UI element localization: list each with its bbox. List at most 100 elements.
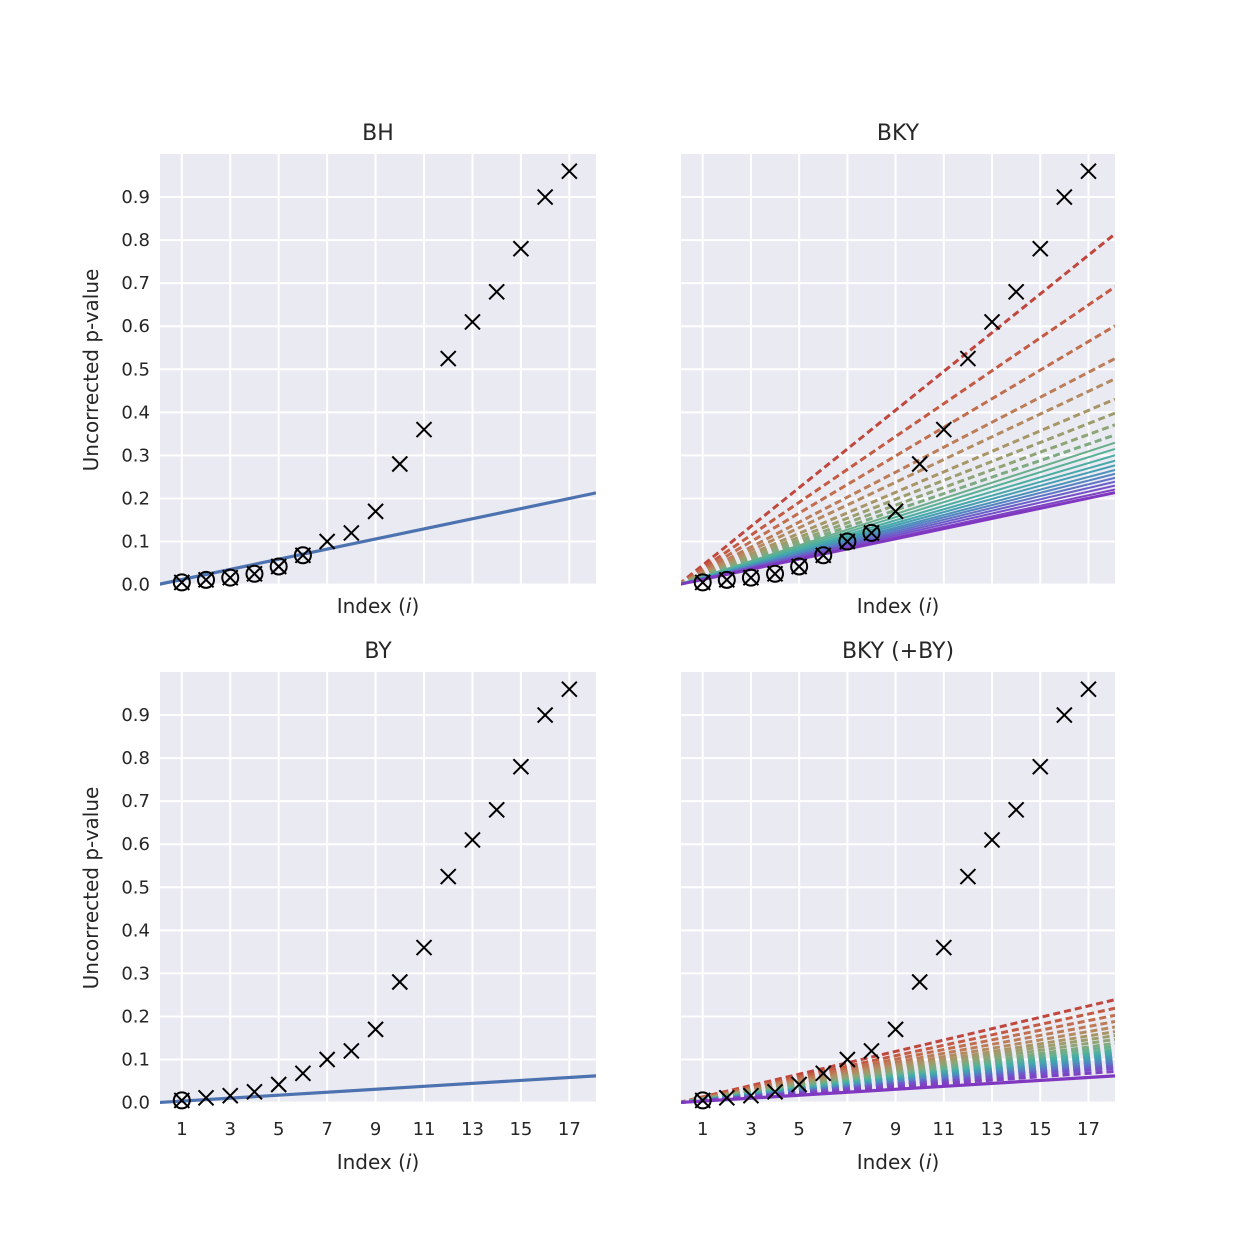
x-tick-label: 1 [697,1119,708,1140]
markers-bky-by [693,681,1097,1110]
x-axis-label-by: Index (i) [337,1150,420,1174]
significant-circle-marker [197,570,216,589]
data-point-x-marker [1080,163,1097,180]
x-marker-stroke [270,1076,287,1093]
data-point-x-marker [790,557,809,576]
y-axis-label-by: Uncorrected p-value [79,787,103,990]
x-marker-stroke [815,1065,832,1082]
data-point-x-marker [1080,681,1097,698]
data-point-x-marker [172,1091,191,1110]
threshold-line-bky-by-7 [681,1034,1115,1104]
data-point-x-marker [512,240,530,257]
x-tick-label: 5 [273,1119,284,1140]
data-point-x-marker [245,564,264,583]
y-tick-label: 0.7 [121,791,150,812]
panel-title-bky-by: BKY (+BY) [842,639,954,664]
threshold-line-bky-by-14 [681,1055,1115,1104]
data-point-x-marker [862,523,881,542]
y-tick-labels-by: 0.0 0.1 0.2 0.3 0.4 0.5 0.6 0.7 0.8 0.9 [121,705,150,1114]
x-marker-stroke [718,1089,736,1107]
threshold-line-bky-by-13 [681,1052,1115,1104]
y-tick-label: 0.2 [121,488,150,509]
significant-circle-marker [693,573,712,592]
x-marker-stroke [415,939,433,956]
threshold-line-bky-5 [681,377,1115,586]
x-marker-stroke [790,1076,808,1093]
y-tick-label: 0.9 [121,187,150,208]
threshold-line-bky-by-10 [681,1044,1115,1104]
x-tick-label: 15 [1029,1119,1052,1140]
data-point-x-marker [1056,188,1073,206]
y-tick-label: 0.4 [121,920,150,941]
x-marker-stroke [911,455,928,473]
y-tick-label: 0.8 [121,748,150,769]
threshold-line-by-1 [160,1074,596,1105]
x-tick-label: 3 [745,1119,756,1140]
significant-circle-marker [293,546,312,565]
significant-circle-marker [172,573,191,592]
data-point-x-marker [693,1091,712,1110]
data-point-x-marker [197,570,216,589]
threshold-line-bky-by-3 [681,1013,1115,1104]
data-point-x-marker [464,831,481,849]
x-tick-labels-by: 1 3 5 7 9 11 13 15 17 [176,1119,581,1140]
x-marker-stroke [1007,283,1025,300]
x-marker-stroke [863,1042,880,1060]
threshold-line-bky-by-6 [681,1030,1115,1104]
x-marker-stroke [1007,801,1025,818]
x-marker-stroke [959,350,977,367]
markers-bh [172,163,578,592]
y-tick-label: 0.3 [121,445,150,466]
data-point-x-marker [367,503,384,520]
x-marker-stroke [742,1087,760,1104]
y-tick-label: 0.4 [121,402,150,423]
panel-title-by: BY [364,639,392,664]
significant-circle-marker [269,557,288,576]
threshold-line-bky-by-21 [681,1074,1115,1105]
significant-circle-marker [221,568,240,587]
data-point-x-marker [717,570,736,589]
data-point-x-marker [911,973,928,991]
x-marker-stroke [1032,758,1049,775]
significant-circle-marker [862,523,881,542]
data-point-x-marker [222,1087,239,1104]
threshold-line-bky-6 [681,397,1115,586]
x-marker-stroke [935,421,953,438]
data-point-x-marker [814,546,833,565]
x-tick-label: 1 [176,1119,187,1140]
x-marker-stroke [343,1042,360,1060]
y-tick-label: 0.0 [121,575,150,596]
panel-title-bky: BKY [877,121,920,146]
x-marker-stroke [887,1021,904,1038]
x-tick-label: 13 [461,1119,484,1140]
x-tick-label: 13 [981,1119,1004,1140]
data-point-x-marker [415,939,433,956]
x-marker-stroke [935,939,953,956]
threshold-line-bky-by-5 [681,1025,1115,1104]
data-point-x-marker [293,546,312,565]
x-tick-label: 11 [413,1119,436,1140]
data-point-x-marker [391,973,409,991]
x-tick-label: 3 [225,1119,236,1140]
x-marker-stroke [839,1051,856,1068]
significant-circle-marker [790,557,809,576]
threshold-line-bky-by-15 [681,1057,1115,1104]
x-marker-stroke [391,973,409,991]
significant-circle-marker [766,564,785,583]
data-point-x-marker [741,568,760,587]
data-point-x-marker [294,1065,312,1082]
threshold-line-bky-8 [681,423,1115,586]
data-point-x-marker [197,1089,215,1107]
significant-circle-marker [693,1091,712,1110]
x-tick-label: 11 [932,1119,955,1140]
x-marker-stroke [536,706,554,724]
data-point-x-marker [536,706,554,724]
data-point-x-marker [1007,283,1025,300]
data-point-x-marker [839,1051,856,1068]
x-marker-stroke [1056,188,1073,206]
data-point-x-marker [790,1076,808,1093]
x-marker-stroke [318,1051,336,1068]
significant-circle-marker [838,532,857,551]
data-point-x-marker [766,1083,784,1101]
x-tick-label: 17 [1077,1119,1100,1140]
